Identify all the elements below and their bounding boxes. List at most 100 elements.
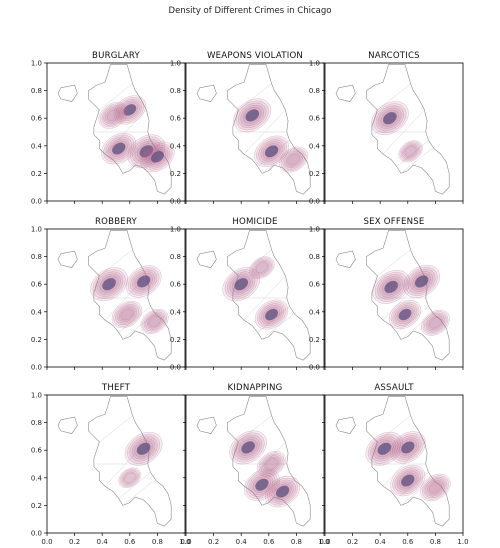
y-tick-label: 0.4 — [309, 142, 321, 150]
density-contour — [115, 304, 139, 326]
panel-narcotics: NARCOTICS 0.0 0.2 0.4 0.6 0.8 1.0 — [309, 51, 464, 206]
x-tick-label: 0.6 — [402, 538, 414, 546]
density-contour — [100, 103, 127, 128]
airport-boundary — [196, 416, 217, 434]
city-boundary — [366, 396, 450, 527]
airport-boundary — [57, 416, 78, 434]
y-tick-label: 0.4 — [31, 474, 43, 482]
axes-frame — [324, 394, 464, 534]
density-peak — [421, 309, 450, 336]
y-tick-label: 0.6 — [31, 447, 43, 455]
airport-boundary — [196, 84, 217, 102]
y-tick-label: 0.6 — [309, 115, 321, 123]
airport-boundary — [57, 84, 78, 102]
density-contour — [428, 481, 442, 494]
city-boundary — [227, 230, 311, 361]
density-contour — [382, 111, 397, 125]
x-tick-label: 0.4 — [236, 538, 248, 546]
density-contour — [255, 262, 268, 273]
density-peak — [365, 431, 404, 466]
density-contour — [377, 442, 392, 456]
density-contour — [105, 108, 122, 123]
y-tick-label: 0.8 — [31, 87, 42, 95]
density-contour — [118, 467, 142, 488]
density-contour — [427, 480, 444, 495]
y-tick-label: 1.0 — [31, 226, 42, 234]
density-contour — [150, 150, 165, 163]
density-contour — [111, 142, 126, 155]
density-contour — [264, 145, 279, 158]
density-contour — [404, 146, 417, 157]
y-tick-label: 0.8 — [170, 87, 181, 95]
density-peak — [249, 256, 275, 279]
density-contour — [254, 261, 270, 275]
density-contour — [424, 312, 447, 333]
panel-title: KIDNAPPING — [227, 383, 282, 393]
y-tick-label: 0.0 — [309, 364, 320, 372]
panel-sex-offense: SEX OFFENSE 0.0 0.2 0.4 0.6 0.8 1.0 — [309, 217, 464, 372]
panel-title: WEAPONS VIOLATION — [207, 51, 303, 61]
density-contour — [241, 441, 256, 454]
density-contour — [400, 474, 415, 487]
axes-frame — [46, 62, 186, 202]
district-line — [238, 415, 272, 443]
panel-assault: ASSAULT 0.0 0.2 0.4 0.6 0.8 1.0 — [319, 383, 468, 546]
density-peak — [390, 464, 426, 497]
city-boundary — [366, 64, 450, 195]
density-contour — [423, 476, 448, 498]
density-contour — [118, 307, 136, 322]
density-contour — [245, 109, 260, 122]
y-tick-label: 0.0 — [170, 364, 181, 372]
density-contour — [257, 451, 286, 477]
density-contour — [260, 454, 283, 475]
density-peak — [265, 475, 301, 508]
density-peak — [372, 270, 411, 304]
density-contour — [287, 153, 300, 166]
density-contour — [120, 469, 139, 486]
density-contour — [400, 142, 421, 161]
density-contour — [145, 313, 164, 330]
district-line — [377, 415, 411, 443]
density-contour — [113, 302, 141, 327]
density-contour — [429, 317, 442, 329]
district-line — [261, 311, 297, 340]
density-peak — [398, 140, 423, 163]
y-tick-label: 0.2 — [31, 170, 42, 178]
density-contour — [420, 473, 451, 502]
panel-title: NARCOTICS — [368, 51, 420, 61]
district-line — [257, 472, 290, 499]
density-contour — [427, 315, 444, 330]
y-tick-label: 0.2 — [170, 336, 181, 344]
panel-title: HOMICIDE — [232, 217, 277, 227]
axes-frame — [185, 228, 325, 368]
density-contour — [148, 315, 161, 328]
density-contour — [280, 148, 307, 172]
x-tick-label: 0.6 — [124, 538, 136, 546]
y-tick-label: 0.8 — [309, 87, 320, 95]
panel-title: ROBBERY — [95, 217, 138, 227]
density-contour — [422, 311, 449, 335]
density-contour — [106, 109, 120, 122]
plot-area — [335, 396, 451, 527]
airport-boundary — [335, 84, 356, 102]
density-contour — [124, 472, 136, 483]
density-contour — [136, 275, 151, 288]
axes-frame — [185, 62, 325, 202]
plot-area — [335, 230, 450, 361]
x-tick-label: 0.0 — [41, 538, 52, 546]
district-line — [122, 311, 158, 340]
y-tick-label: 0.6 — [170, 281, 182, 289]
y-tick-label: 1.0 — [309, 226, 320, 234]
panel-weapons-violation: WEAPONS VIOLATION 0.0 0.2 0.4 0.6 0.8 1.0 — [170, 51, 325, 206]
density-contour — [398, 140, 423, 163]
density-contour — [101, 105, 125, 126]
y-tick-label: 0.4 — [309, 308, 321, 316]
x-tick-label: 0.2 — [208, 538, 219, 546]
x-tick-label: 0.4 — [97, 538, 109, 546]
y-tick-label: 0.6 — [31, 115, 43, 123]
y-tick-label: 0.6 — [31, 281, 43, 289]
y-tick-label: 0.0 — [31, 364, 42, 372]
density-contour — [425, 478, 446, 497]
panel-homicide: HOMICIDE 0.0 0.2 0.4 0.6 0.8 1.0 — [170, 217, 325, 372]
